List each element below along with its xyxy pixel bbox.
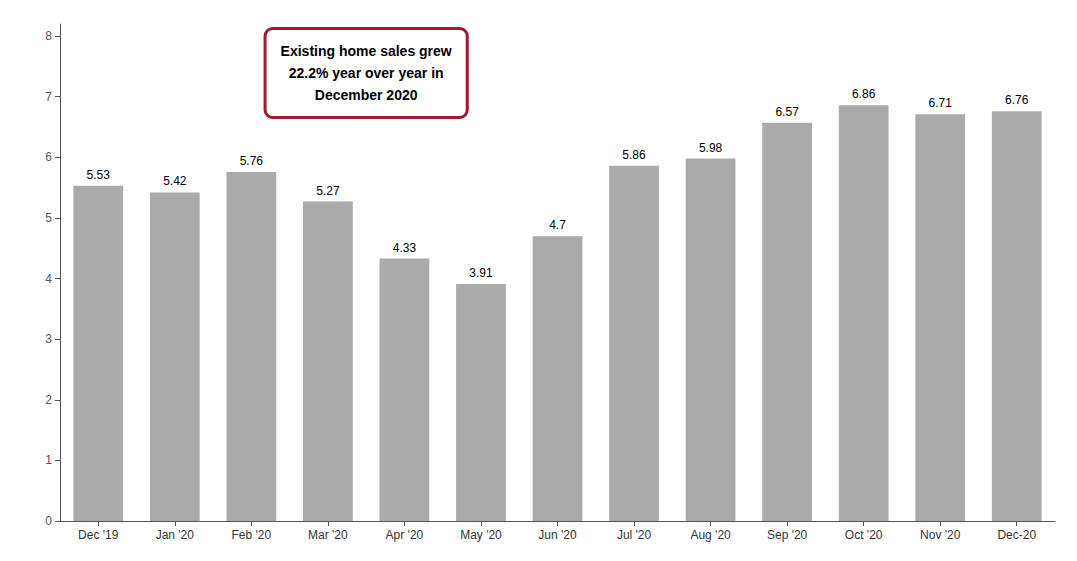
svg-text:6.86: 6.86 [852, 87, 876, 101]
svg-text:3: 3 [45, 332, 52, 346]
svg-text:0: 0 [45, 514, 52, 528]
svg-text:Mar '20: Mar '20 [308, 528, 348, 542]
svg-text:6: 6 [45, 150, 52, 164]
svg-text:5.86: 5.86 [622, 148, 646, 162]
svg-text:22.2% year over year in: 22.2% year over year in [289, 65, 444, 81]
svg-text:7: 7 [45, 90, 52, 104]
svg-text:May '20: May '20 [460, 528, 502, 542]
svg-text:Dec '19: Dec '19 [78, 528, 119, 542]
svg-text:1: 1 [45, 453, 52, 467]
svg-text:5.53: 5.53 [87, 168, 111, 182]
svg-text:Jun '20: Jun '20 [538, 528, 577, 542]
svg-text:4: 4 [45, 272, 52, 286]
svg-text:6.71: 6.71 [929, 96, 953, 110]
svg-text:Nov '20: Nov '20 [920, 528, 961, 542]
svg-text:Jan '20: Jan '20 [156, 528, 195, 542]
svg-text:Feb '20: Feb '20 [232, 528, 272, 542]
svg-text:8: 8 [45, 29, 52, 43]
svg-text:6.76: 6.76 [1005, 93, 1029, 107]
svg-text:December 2020: December 2020 [315, 87, 418, 103]
svg-text:Oct '20: Oct '20 [845, 528, 883, 542]
svg-text:4.33: 4.33 [393, 241, 417, 255]
svg-text:Existing home sales grew: Existing home sales grew [281, 43, 452, 59]
svg-text:5.76: 5.76 [240, 154, 264, 168]
svg-text:5.98: 5.98 [699, 141, 723, 155]
svg-text:Dec-20: Dec-20 [997, 528, 1036, 542]
svg-text:5.27: 5.27 [316, 184, 340, 198]
svg-text:Aug '20: Aug '20 [690, 528, 731, 542]
svg-text:5.42: 5.42 [163, 174, 187, 188]
svg-text:4.7: 4.7 [549, 218, 566, 232]
svg-text:2: 2 [45, 393, 52, 407]
svg-text:5: 5 [45, 211, 52, 225]
svg-text:Apr '20: Apr '20 [386, 528, 424, 542]
svg-text:6.57: 6.57 [775, 105, 799, 119]
svg-text:Jul '20: Jul '20 [617, 528, 652, 542]
svg-text:Sep '20: Sep '20 [767, 528, 808, 542]
svg-text:3.91: 3.91 [469, 266, 493, 280]
